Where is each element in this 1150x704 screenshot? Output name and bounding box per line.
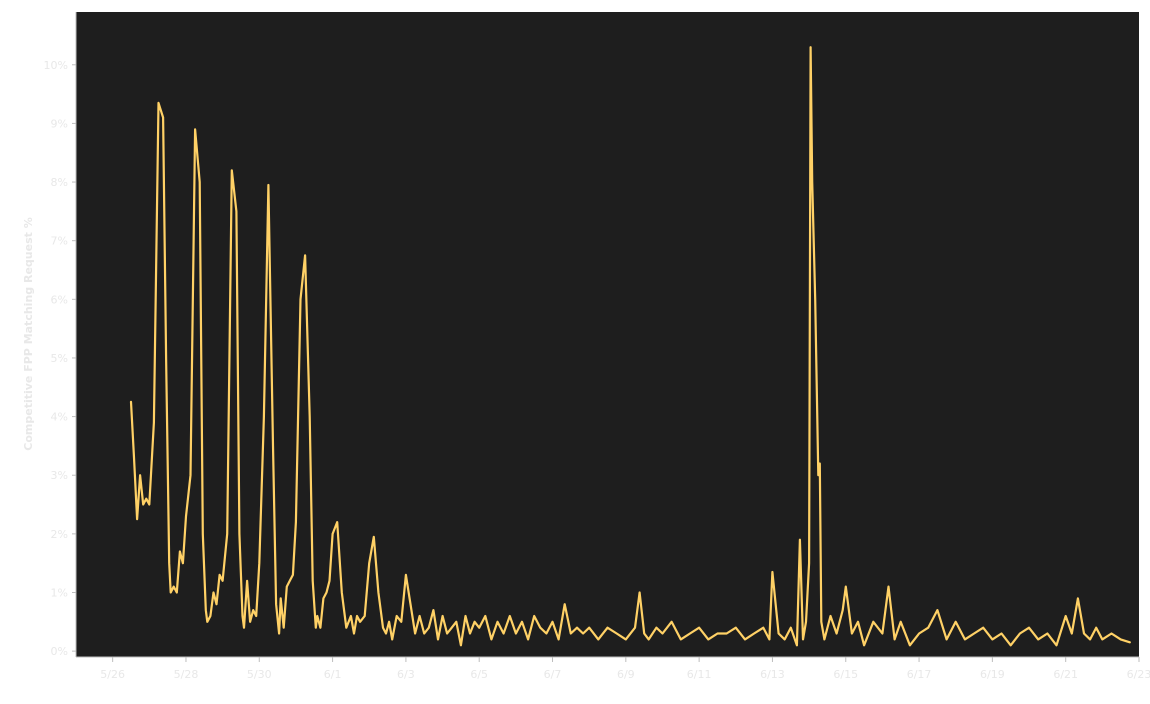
x-tick-label: 6/11	[687, 668, 712, 681]
x-tick-label: 6/5	[470, 668, 488, 681]
y-tick-label: 8%	[51, 176, 68, 189]
x-tick-label: 6/17	[907, 668, 932, 681]
x-tick-label: 6/7	[544, 668, 562, 681]
y-tick-label: 1%	[51, 587, 68, 600]
series-line-0	[129, 46, 1131, 647]
y-tick-label: 4%	[51, 411, 68, 424]
series-layer	[129, 46, 1131, 647]
x-tick-label: 6/1	[324, 668, 342, 681]
x-tick-label: 6/23	[1127, 668, 1150, 681]
y-tick-label: 2%	[51, 528, 68, 541]
y-axis-label: Competitive FPP Matching Request %	[22, 217, 35, 450]
y-tick-label: 0%	[51, 645, 68, 658]
plot-area	[76, 12, 1139, 657]
y-tick-label: 10%	[44, 59, 68, 72]
y-tick-label: 5%	[51, 352, 68, 365]
y-tick-label: 3%	[51, 469, 68, 482]
x-tick-label: 6/13	[760, 668, 785, 681]
x-tick-label: 5/26	[100, 668, 125, 681]
y-tick-label: 9%	[51, 117, 68, 130]
x-tick-label: 6/15	[833, 668, 858, 681]
x-tick-label: 6/19	[980, 668, 1005, 681]
x-axis: 5/26 5/28 5/30 6/1 6/3 6/5 6/7 6/9 6/11 6/13 6/15 6…	[76, 656, 1150, 681]
y-axis: 0% 1% 2% 3% 4% 5% 6% 7% 8% 9% 10%	[44, 12, 77, 658]
x-tick-label: 5/28	[174, 668, 199, 681]
x-tick-label: 5/30	[247, 668, 272, 681]
x-tick-label: 6/9	[617, 668, 635, 681]
y-tick-label: 6%	[51, 293, 68, 306]
x-tick-label: 6/3	[397, 668, 415, 681]
y-tick-label: 7%	[51, 235, 68, 248]
x-tick-label: 6/21	[1053, 668, 1078, 681]
